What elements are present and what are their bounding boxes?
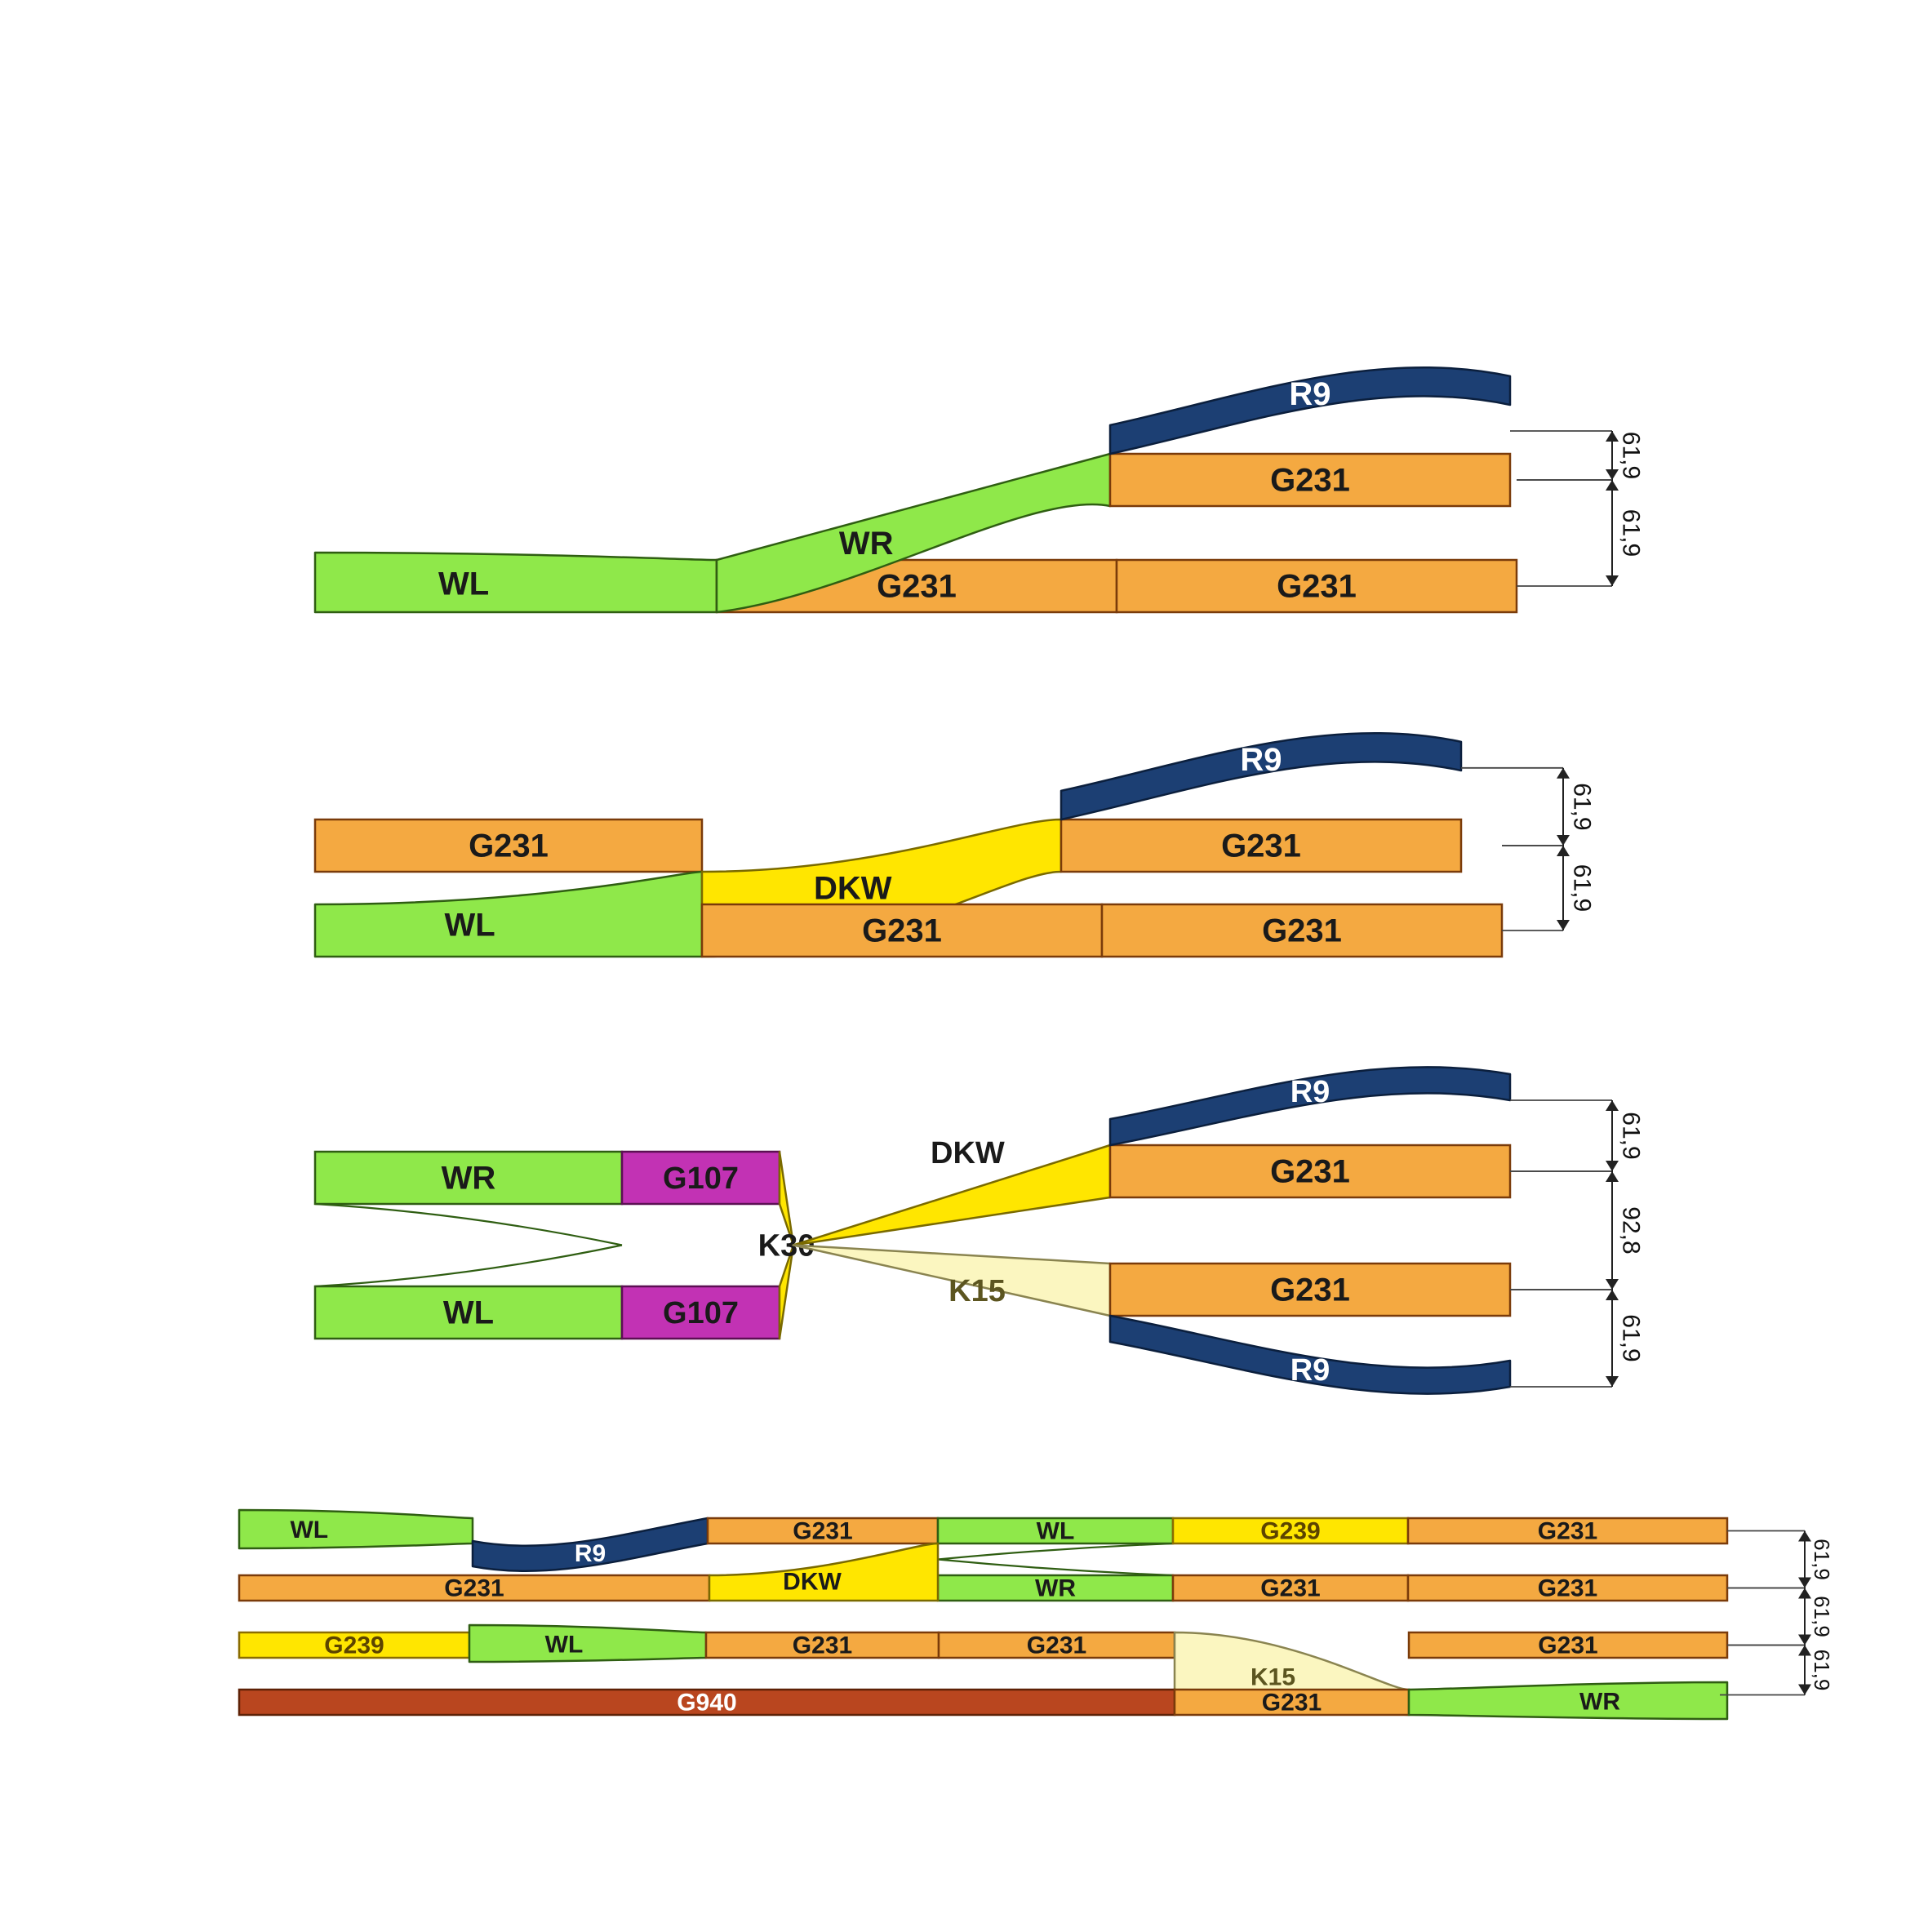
svg-text:R9: R9: [575, 1540, 606, 1567]
svg-text:WL: WL: [445, 908, 495, 944]
svg-text:G231: G231: [1270, 1154, 1350, 1190]
svg-text:61,9: 61,9: [1618, 432, 1645, 479]
svg-text:DKW: DKW: [814, 871, 892, 907]
svg-text:WL: WL: [443, 1295, 494, 1331]
svg-text:K15: K15: [1251, 1663, 1295, 1690]
svg-text:G231: G231: [1262, 913, 1342, 949]
svg-text:R9: R9: [1291, 1075, 1330, 1109]
svg-text:G231: G231: [469, 828, 549, 864]
svg-text:WL: WL: [1037, 1518, 1075, 1545]
svg-text:G231: G231: [1027, 1632, 1086, 1659]
svg-text:G231: G231: [862, 913, 942, 949]
svg-text:G231: G231: [1538, 1632, 1597, 1659]
svg-text:R9: R9: [1289, 376, 1330, 412]
svg-text:G231: G231: [1262, 1690, 1322, 1717]
svg-text:92,8: 92,8: [1618, 1206, 1645, 1254]
svg-text:61,9: 61,9: [1618, 509, 1645, 557]
svg-text:DKW: DKW: [931, 1136, 1005, 1170]
svg-text:G940: G940: [677, 1690, 736, 1717]
svg-text:WR: WR: [1579, 1688, 1620, 1715]
svg-text:G231: G231: [1260, 1575, 1320, 1602]
svg-text:G231: G231: [1221, 828, 1301, 864]
svg-text:G231: G231: [1277, 569, 1357, 605]
svg-text:61,9: 61,9: [1810, 1650, 1834, 1691]
svg-text:G107: G107: [663, 1161, 739, 1196]
svg-text:WL: WL: [290, 1517, 328, 1543]
svg-text:61,9: 61,9: [1810, 1596, 1834, 1637]
svg-text:G107: G107: [663, 1296, 739, 1330]
svg-text:R9: R9: [1291, 1353, 1330, 1388]
svg-text:61,9: 61,9: [1569, 864, 1596, 912]
svg-text:WR: WR: [442, 1161, 496, 1197]
svg-text:G231: G231: [877, 569, 957, 605]
svg-text:DKW: DKW: [783, 1568, 842, 1595]
svg-text:WL: WL: [438, 566, 489, 602]
svg-text:WL: WL: [545, 1631, 584, 1658]
svg-text:R9: R9: [1240, 742, 1282, 778]
svg-text:G239: G239: [1260, 1518, 1320, 1545]
svg-text:G231: G231: [444, 1575, 504, 1602]
svg-text:K15: K15: [948, 1274, 1006, 1308]
svg-text:G231: G231: [1270, 463, 1350, 499]
svg-text:61,9: 61,9: [1810, 1539, 1834, 1580]
svg-text:61,9: 61,9: [1618, 1112, 1645, 1159]
svg-text:G239: G239: [324, 1632, 384, 1659]
svg-text:61,9: 61,9: [1618, 1314, 1645, 1361]
svg-text:G231: G231: [1270, 1272, 1350, 1308]
svg-text:G231: G231: [793, 1632, 852, 1659]
svg-text:G231: G231: [1538, 1575, 1597, 1602]
svg-text:G231: G231: [793, 1518, 852, 1545]
svg-text:WR: WR: [1035, 1575, 1076, 1602]
svg-text:61,9: 61,9: [1569, 783, 1596, 830]
svg-text:WR: WR: [839, 526, 894, 562]
svg-text:G231: G231: [1538, 1518, 1597, 1545]
